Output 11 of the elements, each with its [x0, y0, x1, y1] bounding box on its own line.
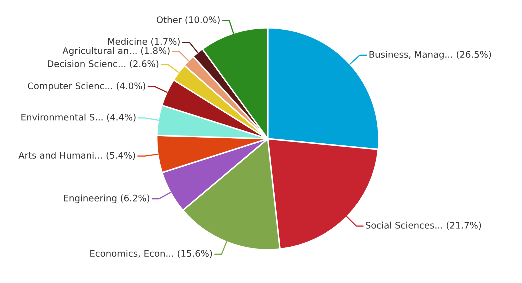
slice-label: Decision Scienc... (2.6%): [48, 60, 159, 68]
slice-label: Business, Manag... (26.5%): [370, 51, 492, 60]
slice-label: Economics, Econ... (15.6%): [90, 250, 212, 258]
slice-label: Environmental S... (4.4%): [22, 114, 136, 122]
slice-label: Arts and Humani... (5.4%): [18, 152, 136, 160]
slice-label: Engineering (6.2%): [64, 194, 150, 204]
slice-label: Computer Scienc... (4.0%): [28, 82, 146, 92]
slice-label: Social Sciences... (21.7%): [366, 222, 482, 230]
slice-label: Other (10.0%): [156, 16, 220, 24]
slice-label: Agricultural an... (1.8%): [62, 47, 170, 56]
slice-label: Medicine (1.7%): [108, 38, 180, 46]
